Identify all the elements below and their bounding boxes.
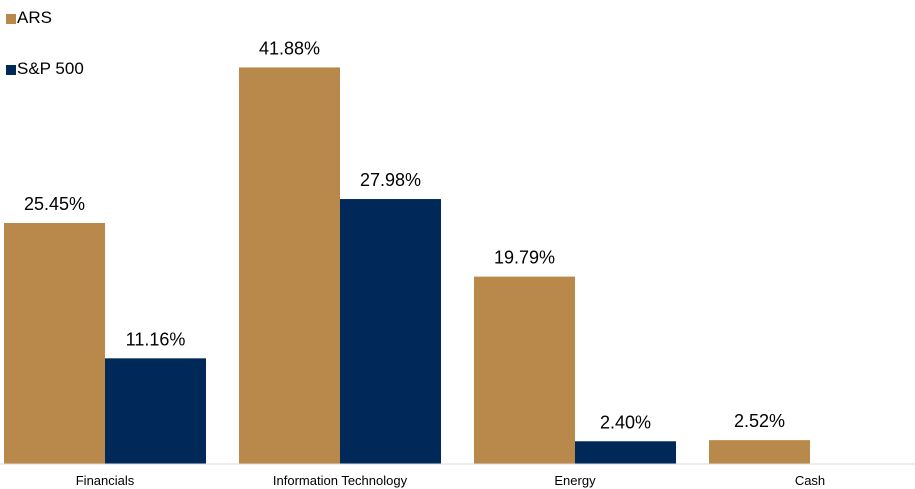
bar-1-2 xyxy=(575,441,676,464)
data-label-0-3: 2.52% xyxy=(734,411,785,431)
data-label-0-1: 41.88% xyxy=(259,38,320,58)
data-label-0-2: 19.79% xyxy=(494,248,555,268)
data-label-1-2: 2.40% xyxy=(600,412,651,432)
bar-0-0 xyxy=(4,223,105,464)
legend-swatch-0 xyxy=(6,14,16,24)
x-tick-label-0: Financials xyxy=(76,473,135,488)
data-label-group: 25.45% 11.16% 41.88% 27.98% 19.79% 2.40% 2.52% xyxy=(24,38,785,432)
chart-legend: ARS S&P 500 xyxy=(6,8,84,78)
bar-1-1 xyxy=(340,199,441,465)
x-tick-label-2: Energy xyxy=(554,473,596,488)
x-tick-label-1: Information Technology xyxy=(273,473,408,488)
legend-swatch-1 xyxy=(6,65,16,75)
data-label-1-1: 27.98% xyxy=(360,170,421,190)
data-label-0-0: 25.45% xyxy=(24,194,85,214)
legend-label-1: S&P 500 xyxy=(17,59,84,78)
bar-0-2 xyxy=(474,276,575,464)
x-tick-group: Financials Information Technology Energy Ca… xyxy=(76,473,825,488)
x-tick-label-3: Cash xyxy=(795,473,825,488)
legend-label-0: ARS xyxy=(17,8,52,27)
bar-0-1 xyxy=(239,67,340,464)
bar-0-3 xyxy=(709,440,810,464)
bar-1-0 xyxy=(105,358,206,464)
bar-group xyxy=(4,67,810,465)
data-label-1-0: 11.16% xyxy=(126,329,186,349)
